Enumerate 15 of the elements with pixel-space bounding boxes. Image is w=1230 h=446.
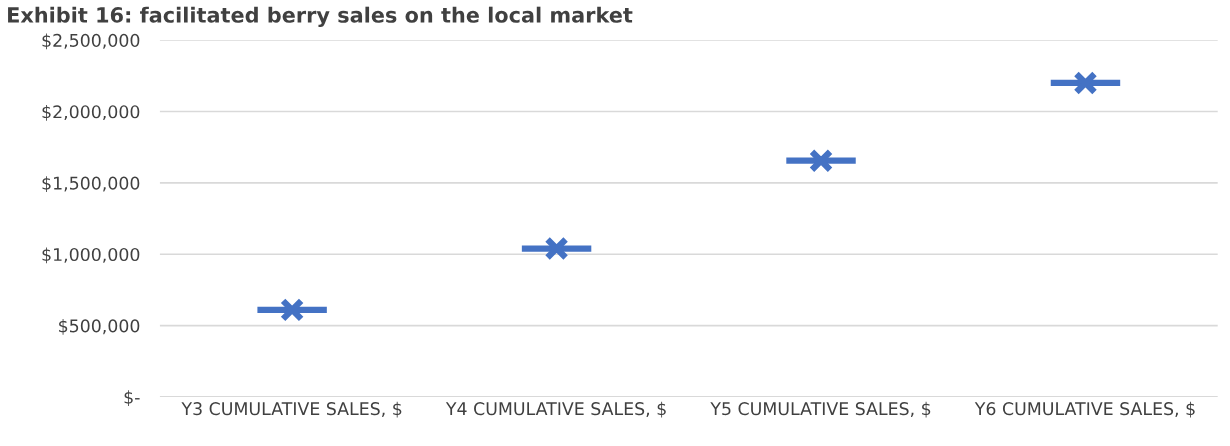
point bbox=[1073, 70, 1098, 96]
point bbox=[544, 236, 569, 261]
y-tick-label: $1,500,000 bbox=[42, 176, 140, 193]
y-tick-label: $500,000 bbox=[59, 318, 140, 335]
y-tick-label: $- bbox=[124, 390, 140, 407]
x-tick-label: Y6 CUMULATIVE SALES, $ bbox=[974, 401, 1195, 418]
x-tick-label: Y5 CUMULATIVE SALES, $ bbox=[710, 401, 931, 418]
x-tick-label: Y3 CUMULATIVE SALES, $ bbox=[181, 401, 402, 418]
point bbox=[279, 297, 305, 323]
x-tick-label: Y4 CUMULATIVE SALES, $ bbox=[445, 401, 666, 418]
y-tick-label: $2,500,000 bbox=[42, 33, 140, 50]
chart-title: Exhibit 16: facilitated berry sales on the local market bbox=[8, 6, 633, 28]
y-tick-label: $2,000,000 bbox=[42, 104, 140, 121]
y-tick-label: $1,000,000 bbox=[42, 247, 140, 264]
point bbox=[808, 148, 834, 173]
